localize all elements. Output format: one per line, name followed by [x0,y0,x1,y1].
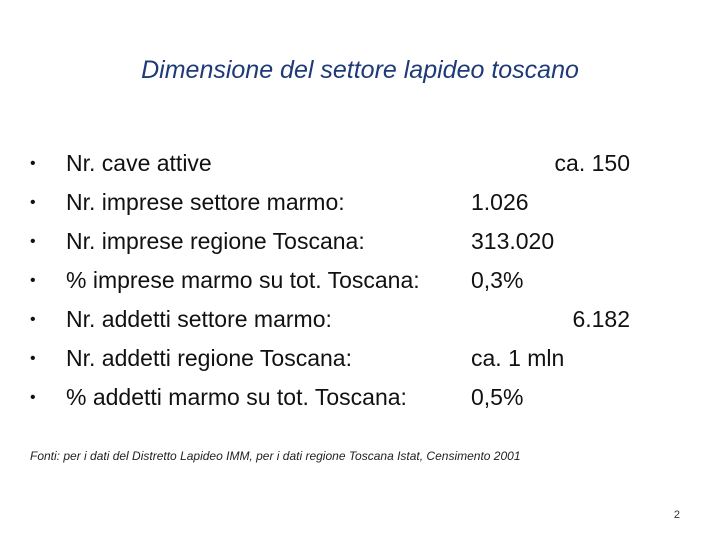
slide-title: Dimensione del settore lapideo toscano [141,56,579,84]
item-label: Nr. cave attive [66,150,212,176]
item-value: ca. 150 [554,150,630,176]
list-item: • % addetti marmo su tot. Toscana: 0,5% [30,378,690,417]
item-label: Nr. imprese regione Toscana: [66,228,365,254]
item-label: % imprese marmo su tot. Toscana: [66,267,420,293]
list-item: • Nr. imprese regione Toscana: 313.020 [30,222,690,261]
item-label: Nr. addetti regione Toscana: [66,345,352,371]
bullet-icon: • [30,350,36,367]
list-item: • Nr. addetti settore marmo: 6.182 [30,300,690,339]
item-value: 313.020 [471,228,555,254]
item-label: % addetti marmo su tot. Toscana: [66,384,407,410]
item-value: 0,3% [471,267,524,293]
bullet-list: • Nr. cave attive ca. 150 • Nr. imprese … [30,144,690,417]
bullet-icon: • [30,233,36,250]
item-label: Nr. imprese settore marmo: [66,189,345,215]
item-value: ca. 1 mln [471,345,565,371]
bullet-icon: • [30,194,36,211]
bullet-icon: • [30,311,36,328]
list-item: • % imprese marmo su tot. Toscana: 0,3% [30,261,690,300]
list-item: • Nr. addetti regione Toscana: ca. 1 mln [30,339,690,378]
item-value: 1.026 [471,189,529,215]
list-item: • Nr. imprese settore marmo: 1.026 [30,183,690,222]
bullet-icon: • [30,272,36,289]
list-item: • Nr. cave attive ca. 150 [30,144,690,183]
source-note: Fonti: per i dati del Distretto Lapideo … [30,449,521,463]
item-label: Nr. addetti settore marmo: [66,306,332,332]
bullet-icon: • [30,155,36,172]
page-number: 2 [673,509,680,521]
item-value: 0,5% [471,384,524,410]
bullet-icon: • [30,389,36,406]
item-value: 6.182 [572,306,630,332]
